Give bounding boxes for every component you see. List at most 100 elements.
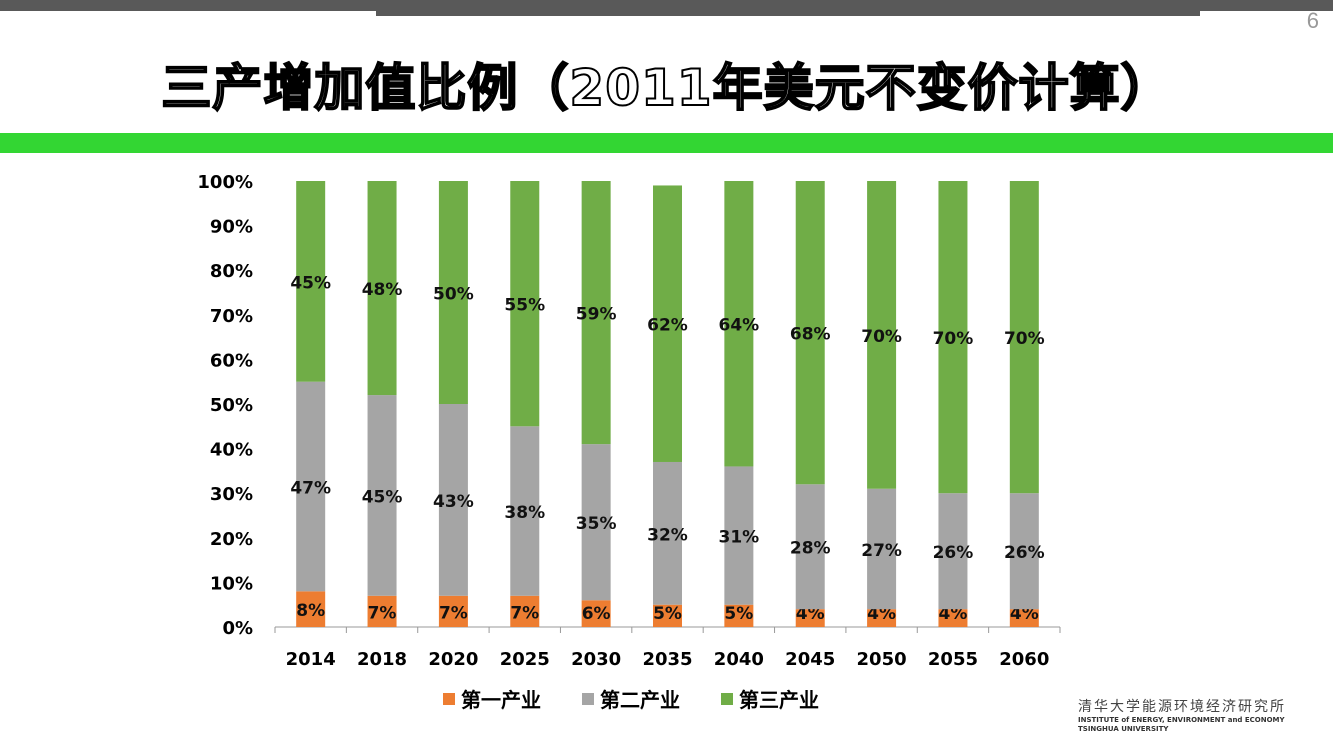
data-label: 7% xyxy=(439,603,468,623)
data-label: 27% xyxy=(861,541,902,561)
data-label: 45% xyxy=(290,273,331,293)
x-tick-label: 2045 xyxy=(785,649,835,670)
data-label: 70% xyxy=(933,329,974,349)
x-tick-label: 2060 xyxy=(999,649,1049,670)
bar-segment xyxy=(938,181,968,494)
data-label: 35% xyxy=(576,514,617,534)
bar-segment xyxy=(1009,609,1039,627)
bar-segment xyxy=(724,604,754,627)
y-tick-label: 30% xyxy=(210,484,253,505)
bar-segment xyxy=(653,604,682,627)
data-label: 32% xyxy=(647,525,688,545)
institute-logo: 清华大学能源环境经济研究所 INSTITUTE of ENERGY, ENVIR… xyxy=(1078,696,1286,734)
bar-segment xyxy=(581,600,611,627)
logo-en1: INSTITUTE of ENERGY, ENVIRONMENT and ECO… xyxy=(1078,716,1285,724)
bar-segment xyxy=(581,181,611,445)
bar-segment xyxy=(438,404,468,596)
data-label: 55% xyxy=(504,296,545,316)
data-label: 59% xyxy=(576,305,617,325)
logo-cn: 清华大学能源环境经济研究所 xyxy=(1078,699,1286,715)
bar-segment xyxy=(795,484,825,610)
data-label: 48% xyxy=(362,280,403,300)
data-label: 31% xyxy=(719,528,760,548)
bar-segment xyxy=(1009,493,1039,610)
legend-swatch xyxy=(721,693,733,705)
data-label: 7% xyxy=(510,603,539,623)
x-tick-label: 2030 xyxy=(571,649,621,670)
data-label: 26% xyxy=(1004,543,1045,563)
bar-segment xyxy=(867,609,897,627)
bar-segment xyxy=(795,181,825,485)
data-label: 68% xyxy=(790,325,831,345)
x-tick-label: 2035 xyxy=(642,649,692,670)
bar-segment xyxy=(510,181,540,427)
data-label: 43% xyxy=(433,492,474,512)
bar-segment xyxy=(795,609,825,627)
green-divider xyxy=(0,133,1333,153)
bar-segment xyxy=(296,591,326,627)
x-tick-label: 2050 xyxy=(857,649,907,670)
bar-segment xyxy=(724,181,754,467)
bar-segment xyxy=(296,181,326,382)
bar-segment xyxy=(653,461,682,605)
y-tick-label: 20% xyxy=(210,529,253,550)
y-tick-label: 10% xyxy=(210,573,253,594)
top-bar-accent xyxy=(376,11,1200,16)
x-tick-label: 2018 xyxy=(357,649,407,670)
bar-segment xyxy=(653,185,682,462)
bar-segment xyxy=(724,466,754,605)
data-label: 26% xyxy=(933,543,974,563)
y-tick-label: 70% xyxy=(210,306,253,327)
legend-label: 第二产业 xyxy=(600,688,680,712)
y-tick-label: 0% xyxy=(222,618,253,639)
legend-swatch xyxy=(443,693,455,705)
bar-segment xyxy=(938,493,968,610)
bar-segment xyxy=(510,595,540,627)
bar-segment xyxy=(367,181,397,396)
y-tick-label: 90% xyxy=(210,217,253,238)
top-bar xyxy=(0,0,1333,11)
bar-segment xyxy=(867,488,897,610)
data-label: 47% xyxy=(290,479,331,499)
y-tick-label: 60% xyxy=(210,350,253,371)
x-tick-label: 2040 xyxy=(714,649,764,670)
data-label: 62% xyxy=(647,316,688,336)
bar-segment xyxy=(1009,181,1039,494)
page-number: 6 xyxy=(1306,8,1319,33)
x-tick-label: 2025 xyxy=(500,649,550,670)
bar-segment xyxy=(438,595,468,627)
y-tick-label: 100% xyxy=(197,172,253,193)
x-tick-label: 2055 xyxy=(928,649,978,670)
bar-segment xyxy=(581,444,611,601)
bar-segment xyxy=(367,595,397,627)
bar-segment xyxy=(510,426,540,596)
data-label: 6% xyxy=(582,604,611,624)
legend-label: 第一产业 xyxy=(461,688,541,712)
legend-swatch xyxy=(582,693,594,705)
y-tick-label: 50% xyxy=(210,395,253,416)
bar-segment xyxy=(438,181,468,404)
y-tick-label: 80% xyxy=(210,261,253,282)
data-label: 50% xyxy=(433,285,474,305)
bar-segment xyxy=(367,395,397,596)
x-tick-label: 2014 xyxy=(286,649,336,670)
data-label: 70% xyxy=(861,327,902,347)
x-tick-label: 2020 xyxy=(428,649,478,670)
bar-segment xyxy=(296,381,326,592)
slide-title: 三产增加值比例（2011年美元不变价计算） xyxy=(160,58,1172,118)
data-label: 70% xyxy=(1004,329,1045,349)
data-label: 64% xyxy=(719,316,760,336)
legend-label: 第三产业 xyxy=(739,688,819,712)
data-label: 28% xyxy=(790,539,831,559)
data-label: 5% xyxy=(724,604,753,624)
data-label: 38% xyxy=(504,503,545,523)
data-label: 8% xyxy=(296,601,325,621)
data-label: 45% xyxy=(362,487,403,507)
data-label: 5% xyxy=(653,604,682,624)
logo-en2: TSINGHUA UNIVERSITY xyxy=(1078,725,1169,733)
data-label: 7% xyxy=(368,603,397,623)
bar-segment xyxy=(938,609,968,627)
bar-segment xyxy=(867,181,897,489)
y-tick-label: 40% xyxy=(210,440,253,461)
